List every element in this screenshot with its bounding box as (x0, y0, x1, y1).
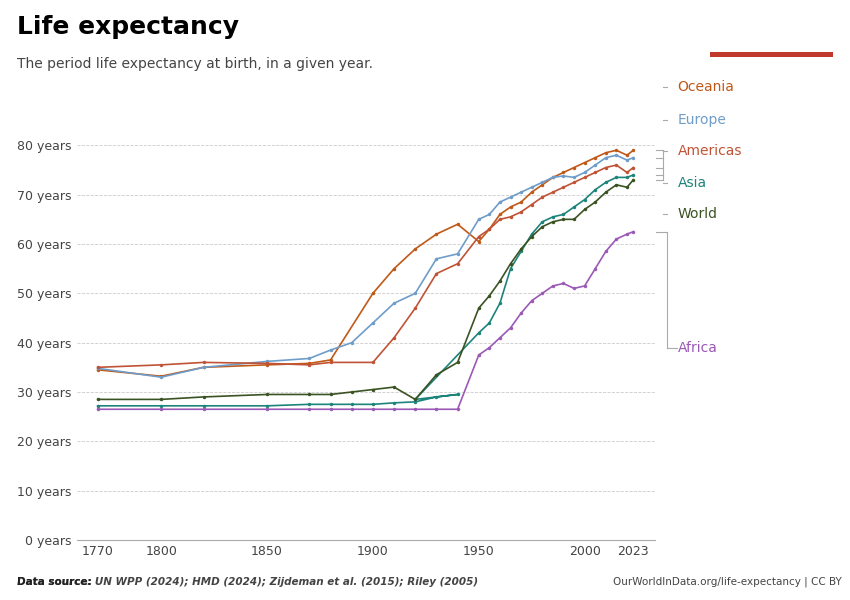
Text: Europe: Europe (677, 113, 726, 127)
Text: Africa: Africa (677, 341, 717, 355)
Text: World: World (677, 207, 717, 221)
Text: Data source: UN WPP (2024); HMD (2024); Zijdeman et al. (2015); Riley (2005): Data source: UN WPP (2024); HMD (2024); … (17, 577, 478, 587)
Text: Life expectancy: Life expectancy (17, 15, 239, 39)
Text: The period life expectancy at birth, in a given year.: The period life expectancy at birth, in … (17, 57, 373, 71)
Text: Our World: Our World (738, 15, 805, 28)
Bar (710, 52, 833, 57)
Text: Oceania: Oceania (677, 80, 734, 94)
Text: Data source:: Data source: (17, 577, 92, 587)
Text: OurWorldInData.org/life-expectancy | CC BY: OurWorldInData.org/life-expectancy | CC … (613, 576, 842, 587)
Text: in Data: in Data (747, 35, 796, 48)
Text: Americas: Americas (677, 144, 742, 158)
Text: Asia: Asia (677, 176, 706, 190)
